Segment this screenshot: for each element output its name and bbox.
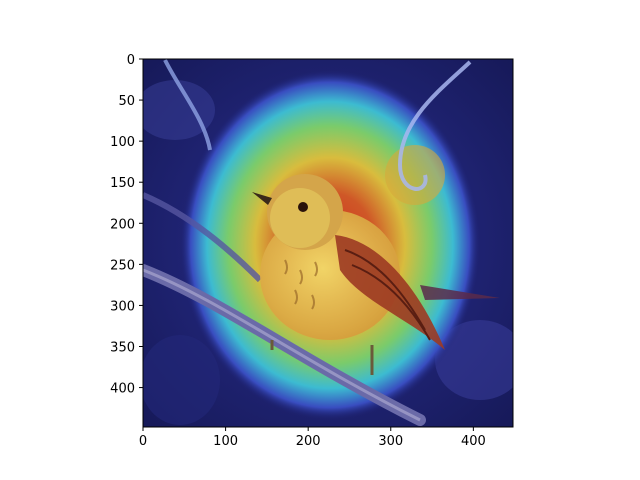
y-tick-label: 250 (110, 258, 135, 273)
x-tick-label: 300 (378, 434, 403, 449)
x-tick-label: 400 (461, 434, 486, 449)
y-tick-label: 150 (110, 176, 135, 191)
y-tick-label: 400 (110, 382, 135, 397)
bird-shape (252, 174, 500, 375)
heatmap-image (143, 59, 513, 427)
x-axis: 0 100 200 300 400 (139, 427, 486, 449)
x-tick-label: 0 (139, 434, 147, 449)
y-tick-label: 50 (118, 94, 135, 109)
axes-frame (142, 58, 514, 428)
x-tick-label: 100 (213, 434, 238, 449)
y-tick-label: 100 (110, 135, 135, 150)
y-axis: 0 50 100 150 200 250 300 350 400 (110, 53, 143, 397)
y-tick-label: 300 (110, 299, 135, 314)
y-tick-label: 0 (127, 53, 135, 68)
y-tick-label: 200 (110, 217, 135, 232)
x-tick-label: 200 (296, 434, 321, 449)
y-tick-label: 350 (110, 341, 135, 356)
